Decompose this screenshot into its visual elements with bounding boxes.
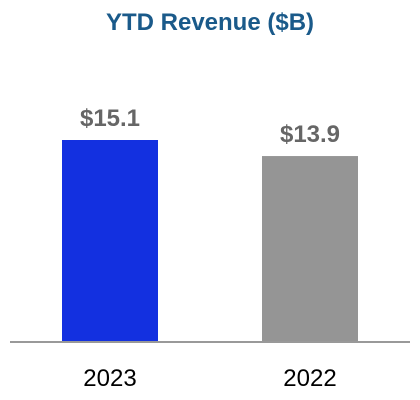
- bars-layer: $15.1 2023 $13.9 2022: [62, 105, 358, 392]
- category-label-2023: 2023: [83, 365, 136, 392]
- category-label-2022: 2022: [283, 365, 336, 392]
- bar-2023: [62, 140, 158, 342]
- value-label-2022: $13.9: [280, 121, 340, 148]
- chart-title: YTD Revenue ($B): [106, 9, 314, 36]
- bar-2022: [262, 156, 358, 342]
- value-label-2023: $15.1: [80, 105, 140, 132]
